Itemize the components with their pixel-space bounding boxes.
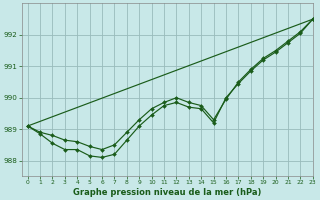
- X-axis label: Graphe pression niveau de la mer (hPa): Graphe pression niveau de la mer (hPa): [73, 188, 261, 197]
